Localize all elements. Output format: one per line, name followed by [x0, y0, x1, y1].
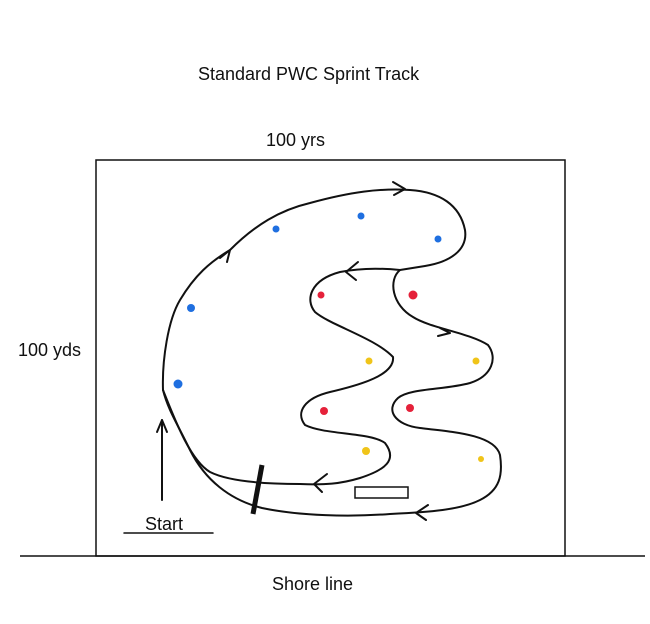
start-label: Start — [145, 514, 184, 534]
shore-label: Shore line — [272, 574, 354, 594]
direction-arrow-icon — [392, 181, 406, 196]
dock-rectangle — [354, 486, 409, 499]
yellow-buoy — [472, 357, 480, 365]
red-buoy — [320, 407, 328, 415]
timing-line — [250, 464, 265, 515]
blue-buoy — [357, 212, 365, 220]
buoys — [173, 212, 484, 462]
yellow-buoy — [478, 456, 484, 462]
yellow-buoy — [362, 447, 370, 455]
red-buoy — [408, 290, 418, 300]
blue-buoy — [434, 235, 442, 243]
direction-arrow-icon — [345, 261, 359, 281]
blue-buoy — [173, 379, 183, 389]
direction-arrow-icon — [313, 473, 328, 493]
red-buoy — [406, 404, 414, 412]
blue-buoy — [187, 304, 195, 312]
course-boundary — [95, 159, 566, 557]
red-buoy — [317, 291, 325, 299]
direction-arrow-icon — [437, 327, 451, 337]
yellow-buoy — [365, 357, 373, 365]
track-outer-snake — [162, 269, 502, 517]
blue-buoy — [272, 225, 280, 233]
diagram-title: Standard PWC Sprint Track — [198, 64, 420, 84]
width-label: 100 yrs — [266, 130, 326, 150]
direction-arrow-icon — [415, 504, 429, 521]
direction-arrow-icon — [219, 249, 231, 263]
track-outer-loop — [161, 188, 467, 391]
start-arrow-icon — [156, 419, 168, 433]
height-label: 100 yds — [18, 340, 82, 360]
